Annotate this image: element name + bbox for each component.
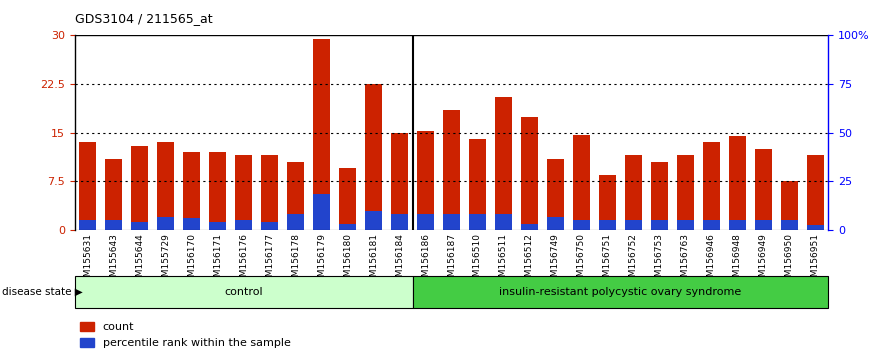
Bar xyxy=(729,136,745,230)
Bar xyxy=(443,110,460,230)
Text: insulin-resistant polycystic ovary syndrome: insulin-resistant polycystic ovary syndr… xyxy=(500,287,742,297)
Bar xyxy=(417,131,434,230)
Bar xyxy=(755,220,772,230)
Bar xyxy=(781,220,797,230)
Bar xyxy=(703,220,720,230)
Bar xyxy=(651,220,668,230)
Bar xyxy=(547,217,564,230)
Bar xyxy=(365,211,382,230)
Bar xyxy=(495,214,512,230)
Bar xyxy=(75,276,412,308)
Bar xyxy=(625,155,641,230)
Bar xyxy=(314,39,330,230)
Bar xyxy=(651,162,668,230)
Bar xyxy=(781,181,797,230)
Bar xyxy=(131,222,148,230)
Bar xyxy=(599,220,616,230)
Bar xyxy=(183,218,200,230)
Bar xyxy=(106,220,122,230)
Text: control: control xyxy=(225,287,263,297)
Bar xyxy=(755,149,772,230)
Bar xyxy=(412,276,828,308)
Bar xyxy=(365,84,382,230)
Bar xyxy=(677,155,693,230)
Legend: count, percentile rank within the sample: count, percentile rank within the sample xyxy=(80,322,291,348)
Bar xyxy=(703,143,720,230)
Bar xyxy=(287,214,304,230)
Bar xyxy=(235,220,252,230)
Bar xyxy=(469,139,486,230)
Bar xyxy=(573,135,589,230)
Bar xyxy=(210,222,226,230)
Bar xyxy=(443,214,460,230)
Bar xyxy=(807,155,824,230)
Bar xyxy=(625,220,641,230)
Bar xyxy=(262,222,278,230)
Bar xyxy=(158,217,174,230)
Bar xyxy=(79,220,96,230)
Bar xyxy=(183,152,200,230)
Text: GDS3104 / 211565_at: GDS3104 / 211565_at xyxy=(75,12,212,25)
Bar xyxy=(131,146,148,230)
Bar xyxy=(210,152,226,230)
Bar xyxy=(573,220,589,230)
Bar xyxy=(729,220,745,230)
Bar xyxy=(314,194,330,230)
Bar xyxy=(547,159,564,230)
Bar xyxy=(677,220,693,230)
Bar xyxy=(599,175,616,230)
Bar xyxy=(391,133,408,230)
Bar xyxy=(235,155,252,230)
Bar xyxy=(417,214,434,230)
Bar xyxy=(521,224,538,230)
Bar xyxy=(158,143,174,230)
Text: disease state ▶: disease state ▶ xyxy=(2,287,83,297)
Bar xyxy=(469,214,486,230)
Bar xyxy=(339,169,356,230)
Bar xyxy=(287,162,304,230)
Bar xyxy=(339,224,356,230)
Bar xyxy=(262,155,278,230)
Bar xyxy=(521,116,538,230)
Bar xyxy=(79,143,96,230)
Bar xyxy=(807,225,824,230)
Bar xyxy=(106,159,122,230)
Bar xyxy=(495,97,512,230)
Bar xyxy=(391,214,408,230)
